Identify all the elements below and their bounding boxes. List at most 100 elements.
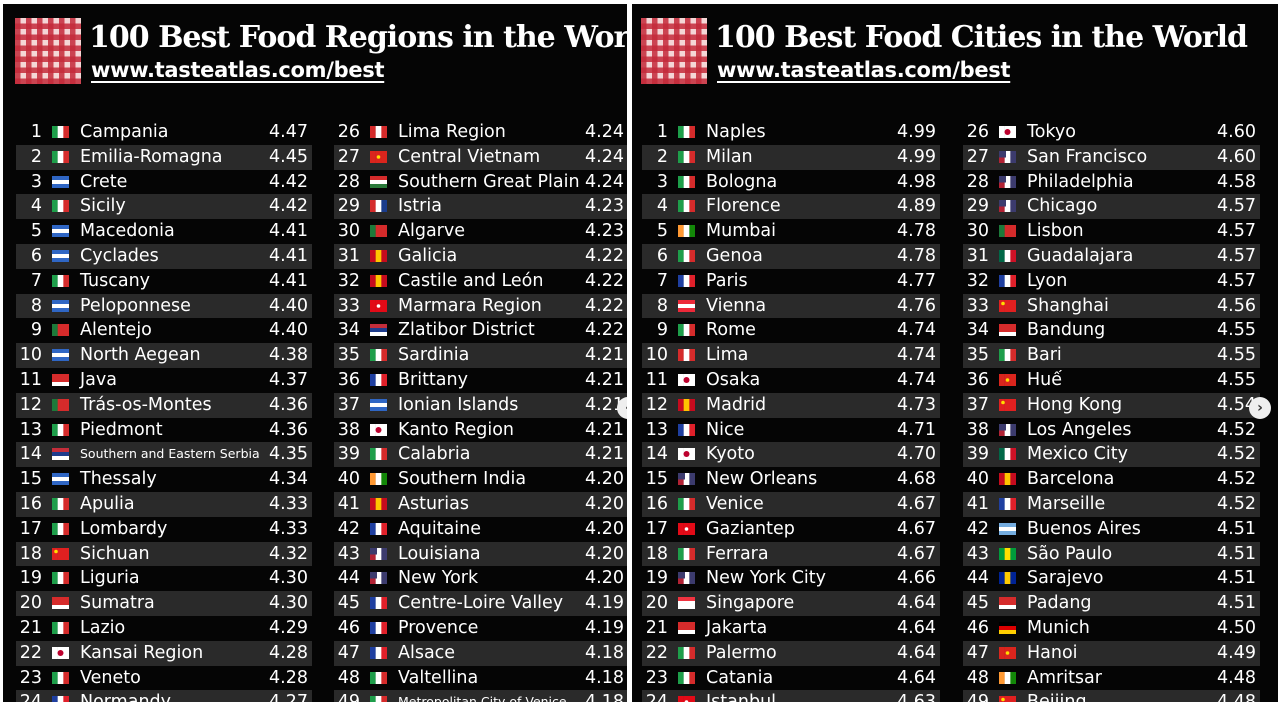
list-row[interactable]: 40 Barcelona 4.52 [963, 467, 1260, 492]
list-row[interactable]: 46 Munich 4.50 [963, 616, 1260, 641]
list-row[interactable]: 34 Bandung 4.55 [963, 318, 1260, 343]
list-row[interactable]: 38 Los Angeles 4.52 [963, 418, 1260, 443]
list-row[interactable]: 5 Macedonia 4.41 [16, 219, 312, 244]
list-row[interactable]: 24 Istanbul 4.63 [642, 690, 940, 702]
list-row[interactable]: 7 Paris 4.77 [642, 269, 940, 294]
list-row[interactable]: 34 Zlatibor District 4.22 [334, 318, 627, 343]
list-row[interactable]: 47 Hanoi 4.49 [963, 640, 1260, 666]
list-row[interactable]: 26 Lima Region 4.24 [334, 120, 627, 145]
list-row[interactable]: 16 Venice 4.67 [642, 491, 940, 517]
list-row[interactable]: 35 Sardinia 4.21 [334, 343, 627, 368]
list-row[interactable]: 12 Trás-os-Montes 4.36 [16, 392, 312, 418]
list-row[interactable]: 49 Metropolitan City of Venice 4.18 [334, 690, 627, 702]
list-row[interactable]: 46 Provence 4.19 [334, 616, 627, 641]
list-row[interactable]: 4 Florence 4.89 [642, 194, 940, 220]
list-row[interactable]: 48 Valtellina 4.18 [334, 666, 627, 691]
list-row[interactable]: 30 Lisbon 4.57 [963, 219, 1260, 244]
list-row[interactable]: 2 Emilia-Romagna 4.45 [16, 144, 312, 170]
list-row[interactable]: 36 Huế 4.55 [963, 368, 1260, 393]
list-row[interactable]: 9 Rome 4.74 [642, 318, 940, 343]
list-row[interactable]: 21 Lazio 4.29 [16, 616, 312, 641]
list-row[interactable]: 22 Palermo 4.64 [642, 640, 940, 666]
list-row[interactable]: 42 Buenos Aires 4.51 [963, 517, 1260, 542]
list-row[interactable]: 27 San Francisco 4.60 [963, 144, 1260, 170]
list-row[interactable]: 21 Jakarta 4.64 [642, 616, 940, 641]
list-row[interactable]: 29 Chicago 4.57 [963, 194, 1260, 220]
list-row[interactable]: 13 Nice 4.71 [642, 418, 940, 443]
list-row[interactable]: 17 Lombardy 4.33 [16, 517, 312, 542]
list-row[interactable]: 32 Lyon 4.57 [963, 269, 1260, 294]
list-row[interactable]: 39 Mexico City 4.52 [963, 442, 1260, 468]
list-row[interactable]: 1 Naples 4.99 [642, 120, 940, 145]
list-row[interactable]: 48 Amritsar 4.48 [963, 666, 1260, 691]
list-row[interactable]: 33 Marmara Region 4.22 [334, 293, 627, 319]
list-row[interactable]: 38 Kanto Region 4.21 [334, 418, 627, 443]
list-row[interactable]: 49 Beijing 4.48 [963, 690, 1260, 702]
list-row[interactable]: 4 Sicily 4.42 [16, 194, 312, 220]
chevron-left-icon[interactable]: ‹ [617, 397, 627, 419]
cities-url-link[interactable]: www.tasteatlas.com/best [717, 58, 1011, 82]
list-row[interactable]: 31 Galicia 4.22 [334, 243, 627, 269]
list-row[interactable]: 20 Singapore 4.64 [642, 591, 940, 616]
list-row[interactable]: 2 Milan 4.99 [642, 144, 940, 170]
list-row[interactable]: 43 Louisiana 4.20 [334, 541, 627, 567]
list-row[interactable]: 5 Mumbai 4.78 [642, 219, 940, 244]
list-row[interactable]: 6 Cyclades 4.41 [16, 243, 312, 269]
list-row[interactable]: 19 New York City 4.66 [642, 566, 940, 591]
list-row[interactable]: 28 Southern Great Plain 4.24 [334, 170, 627, 195]
list-row[interactable]: 44 Sarajevo 4.51 [963, 566, 1260, 591]
list-row[interactable]: 24 Normandy 4.27 [16, 690, 312, 702]
list-row[interactable]: 43 São Paulo 4.51 [963, 541, 1260, 567]
list-row[interactable]: 14 Kyoto 4.70 [642, 442, 940, 468]
list-row[interactable]: 36 Brittany 4.21 [334, 368, 627, 393]
list-row[interactable]: 32 Castile and León 4.22 [334, 269, 627, 294]
chevron-right-icon[interactable]: › [1249, 397, 1271, 419]
list-row[interactable]: 14 Southern and Eastern Serbia 4.35 [16, 442, 312, 468]
list-row[interactable]: 15 Thessaly 4.34 [16, 467, 312, 492]
list-row[interactable]: 18 Sichuan 4.32 [16, 541, 312, 567]
list-row[interactable]: 30 Algarve 4.23 [334, 219, 627, 244]
list-row[interactable]: 3 Crete 4.42 [16, 170, 312, 195]
list-row[interactable]: 7 Tuscany 4.41 [16, 269, 312, 294]
list-row[interactable]: 15 New Orleans 4.68 [642, 467, 940, 492]
list-row[interactable]: 28 Philadelphia 4.58 [963, 170, 1260, 195]
list-row[interactable]: 31 Guadalajara 4.57 [963, 243, 1260, 269]
list-row[interactable]: 35 Bari 4.55 [963, 343, 1260, 368]
list-row[interactable]: 40 Southern India 4.20 [334, 467, 627, 492]
list-row[interactable]: 20 Sumatra 4.30 [16, 591, 312, 616]
list-row[interactable]: 6 Genoa 4.78 [642, 243, 940, 269]
list-row[interactable]: 16 Apulia 4.33 [16, 491, 312, 517]
list-row[interactable]: 45 Padang 4.51 [963, 591, 1260, 616]
list-row[interactable]: 26 Tokyo 4.60 [963, 120, 1260, 145]
list-row[interactable]: 8 Peloponnese 4.40 [16, 293, 312, 319]
list-row[interactable]: 17 Gaziantep 4.67 [642, 517, 940, 542]
list-row[interactable]: 9 Alentejo 4.40 [16, 318, 312, 343]
list-row[interactable]: 33 Shanghai 4.56 [963, 293, 1260, 319]
list-row[interactable]: 18 Ferrara 4.67 [642, 541, 940, 567]
list-row[interactable]: 47 Alsace 4.18 [334, 640, 627, 666]
list-row[interactable]: 1 Campania 4.47 [16, 120, 312, 145]
list-row[interactable]: 10 North Aegean 4.38 [16, 343, 312, 368]
list-row[interactable]: 37 Ionian Islands 4.21 [334, 392, 627, 418]
list-row[interactable]: 22 Kansai Region 4.28 [16, 640, 312, 666]
regions-url-link[interactable]: www.tasteatlas.com/best [91, 58, 385, 82]
list-row[interactable]: 42 Aquitaine 4.20 [334, 517, 627, 542]
list-row[interactable]: 39 Calabria 4.21 [334, 442, 627, 468]
list-row[interactable]: 23 Catania 4.64 [642, 666, 940, 691]
list-row[interactable]: 19 Liguria 4.30 [16, 566, 312, 591]
list-row[interactable]: 27 Central Vietnam 4.24 [334, 144, 627, 170]
list-row[interactable]: 10 Lima 4.74 [642, 343, 940, 368]
list-row[interactable]: 37 Hong Kong 4.54 [963, 392, 1260, 418]
list-row[interactable]: 13 Piedmont 4.36 [16, 418, 312, 443]
list-row[interactable]: 23 Veneto 4.28 [16, 666, 312, 691]
list-row[interactable]: 41 Marseille 4.52 [963, 491, 1260, 517]
list-row[interactable]: 45 Centre-Loire Valley 4.19 [334, 591, 627, 616]
list-row[interactable]: 29 Istria 4.23 [334, 194, 627, 220]
list-row[interactable]: 12 Madrid 4.73 [642, 392, 940, 418]
list-row[interactable]: 8 Vienna 4.76 [642, 293, 940, 319]
list-row[interactable]: 41 Asturias 4.20 [334, 491, 627, 517]
list-row[interactable]: 44 New York 4.20 [334, 566, 627, 591]
list-row[interactable]: 11 Osaka 4.74 [642, 368, 940, 393]
list-row[interactable]: 11 Java 4.37 [16, 368, 312, 393]
list-row[interactable]: 3 Bologna 4.98 [642, 170, 940, 195]
